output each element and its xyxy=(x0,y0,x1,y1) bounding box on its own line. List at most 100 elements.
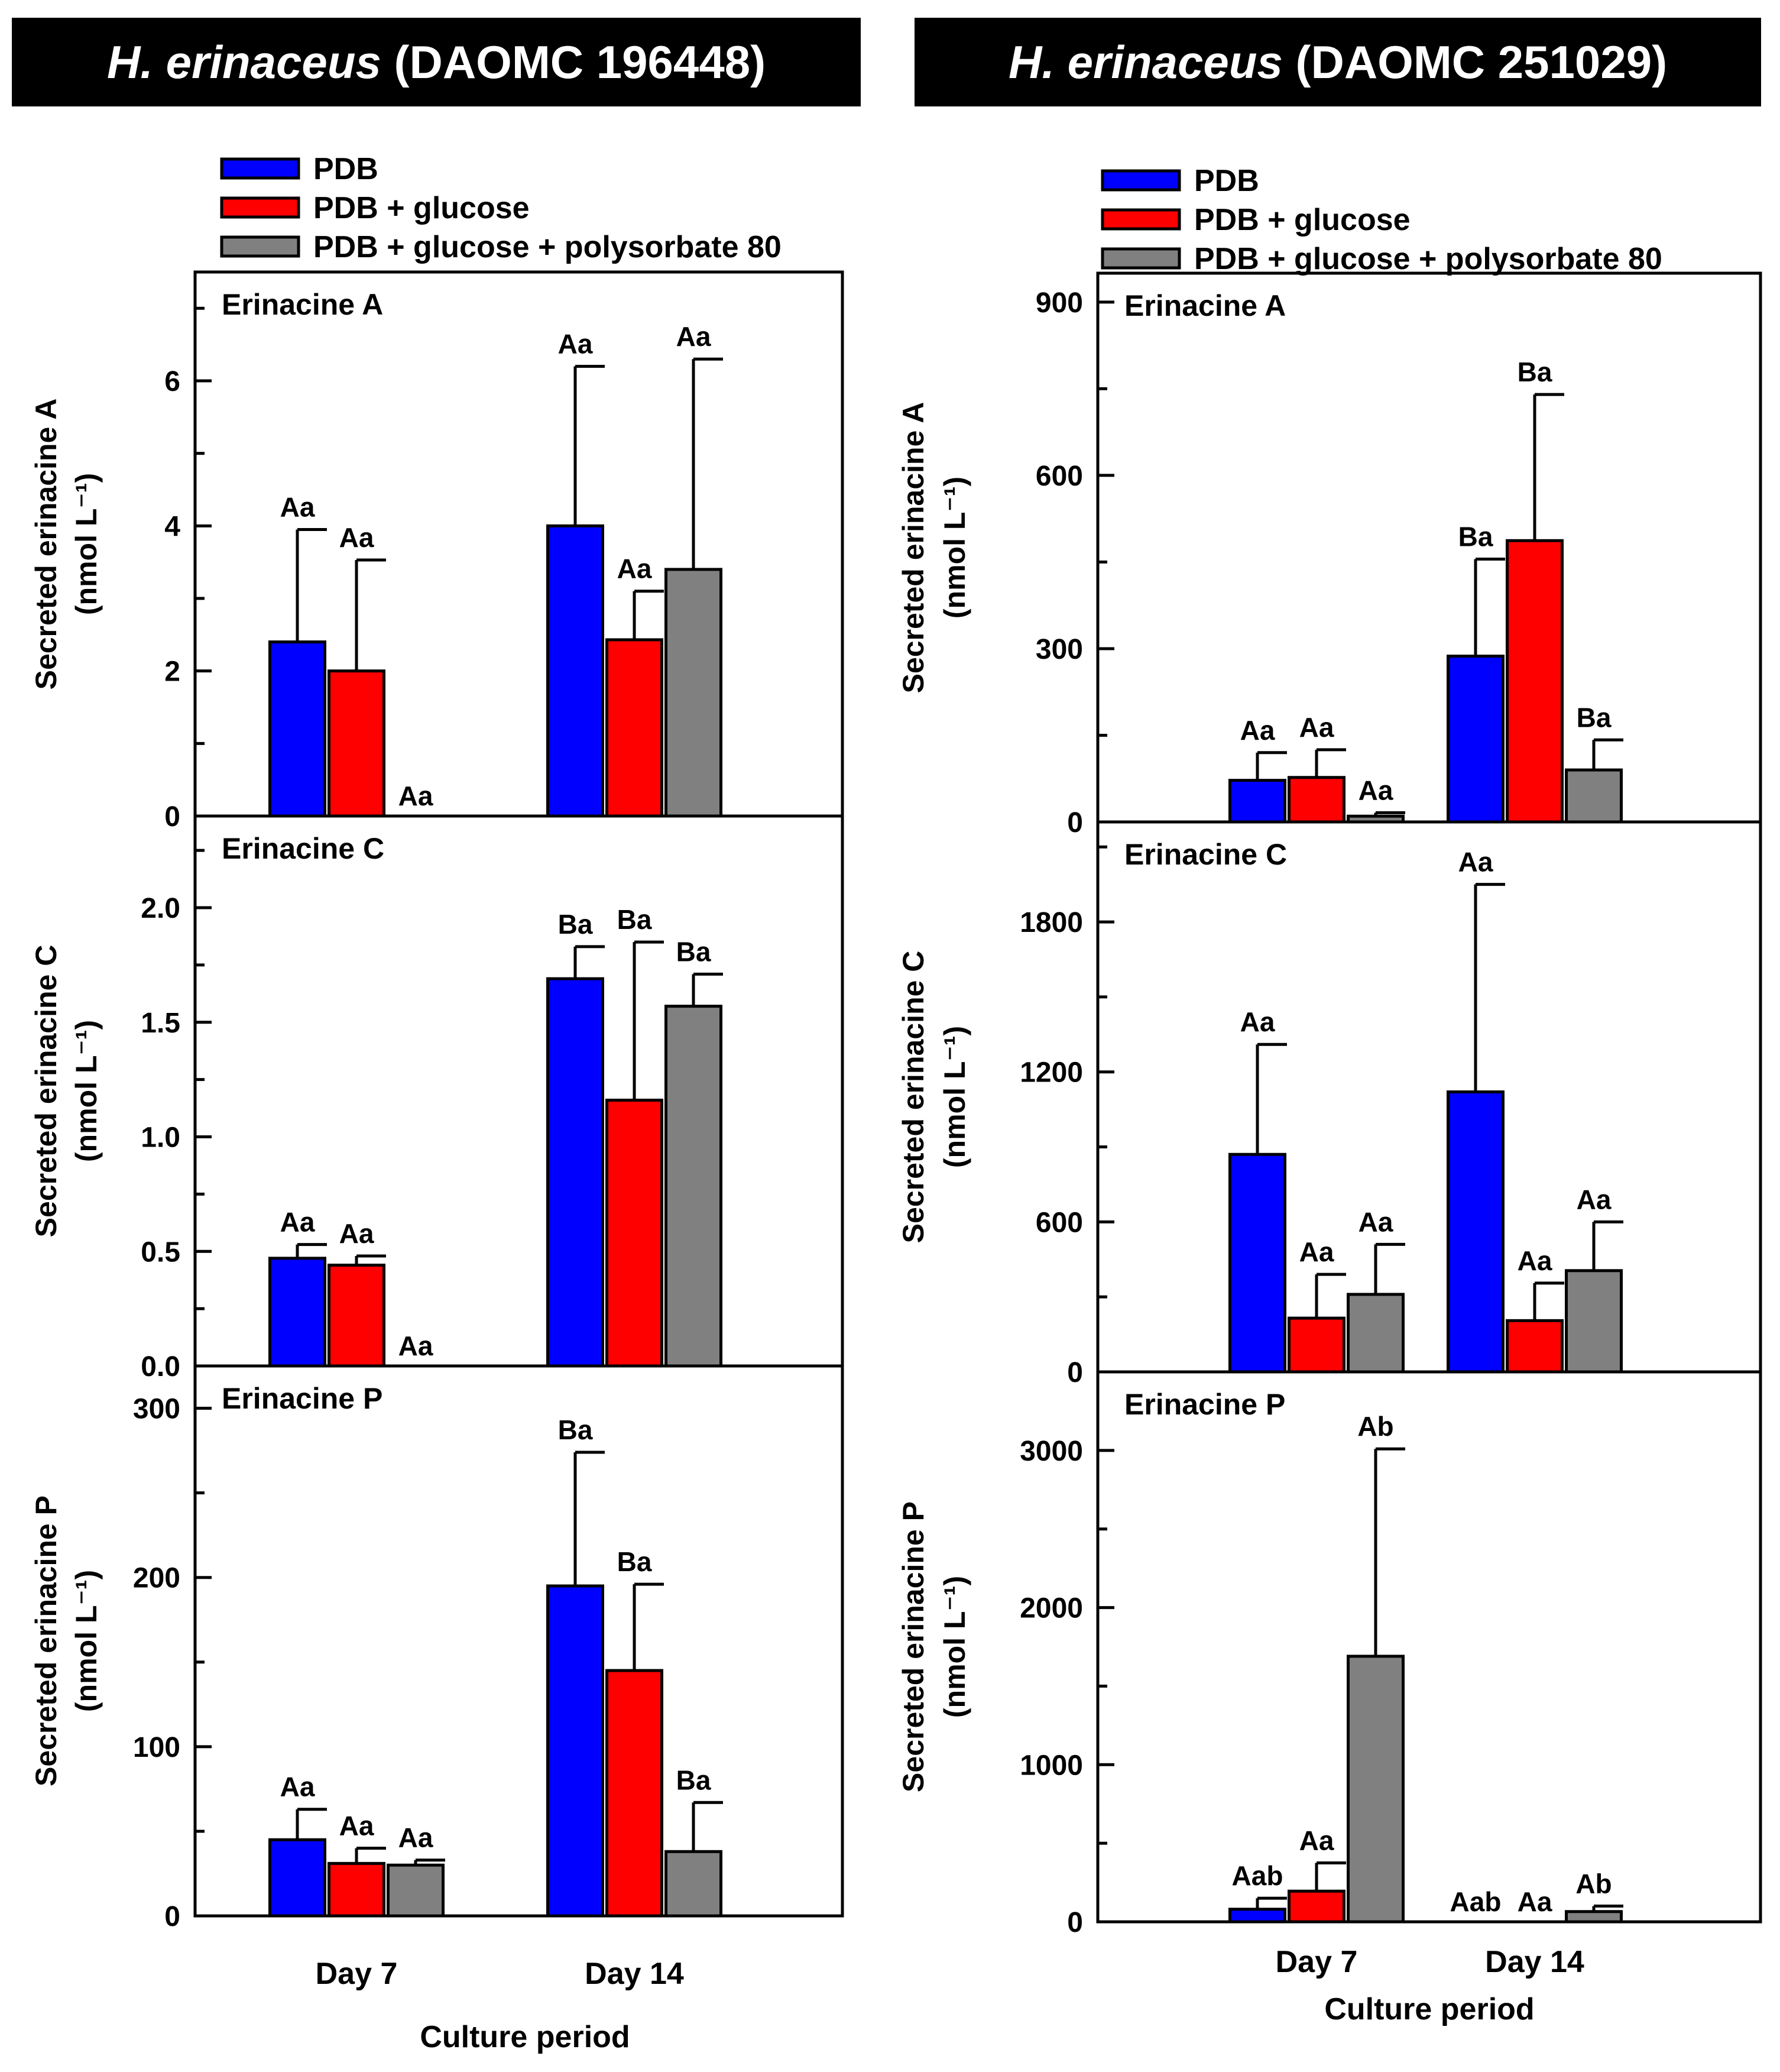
left-erinacine-a-ytick-label: 2 xyxy=(164,656,180,688)
right-erinacine-c-yunit: (nmol L⁻¹) xyxy=(938,1026,971,1168)
left-erinacine-p-panel-title: Erinacine P xyxy=(222,1382,382,1415)
right-erinacine-p-ytick-label: 1000 xyxy=(1020,1750,1083,1781)
left-erinacine-c-sig-label-0-1: Aa xyxy=(339,1218,374,1249)
right-erinacine-c-ytick-label: 1800 xyxy=(1020,907,1083,938)
right-erinacine-c-ylabel: Secreted erinacine C xyxy=(897,951,930,1244)
left-erinacine-a-ylabel: Secreted erinacine A xyxy=(30,399,63,690)
right-title-species: H. erinaceus xyxy=(1008,35,1283,88)
right-erinacine-p-sig-label-1-0: Aab xyxy=(1450,1886,1502,1917)
right-erinacine-c-sig-label-1-2: Aa xyxy=(1577,1184,1612,1215)
left-erinacine-p-sig-label-0-0: Aa xyxy=(280,1772,315,1802)
left-erinacine-a-sig-label-0-2: Aa xyxy=(398,781,433,811)
left-erinacine-p-ytick-label: 200 xyxy=(133,1563,180,1594)
right-erinacine-c-bar-0-2 xyxy=(1347,1293,1405,1374)
right-legend-label-2: PDB + glucose + polysorbate 80 xyxy=(1194,242,1662,276)
right-erinacine-c-bar-1-1 xyxy=(1506,1319,1564,1374)
left-legend-swatch-0 xyxy=(220,157,300,180)
right-title-strain: (DAOMC 251029) xyxy=(1282,35,1668,88)
right-erinacine-a-bar-0-1 xyxy=(1288,776,1345,824)
left-erinacine-c-sig-label-0-2: Aa xyxy=(398,1330,433,1361)
right-erinacine-c-sig-label-1-1: Aa xyxy=(1518,1245,1552,1276)
left-erinacine-a-sig-label-1-0: Aa xyxy=(558,328,593,359)
left-erinacine-a-sig-label-1-2: Aa xyxy=(676,321,711,352)
left-title-banner: H. erinaceus (DAOMC 196448) xyxy=(12,18,861,106)
left-erinacine-c-yunit: (nmol L⁻¹) xyxy=(70,1020,103,1162)
right-erinacine-a-bar-1-2 xyxy=(1565,768,1623,824)
left-erinacine-a-sig-label-0-0: Aa xyxy=(280,491,315,522)
right-erinacine-a-ytick-label: 900 xyxy=(1036,287,1083,319)
right-erinacine-c-sig-label-1-0: Aa xyxy=(1458,847,1493,878)
left-erinacine-c-ytick-label: 0.5 xyxy=(141,1236,180,1268)
right-erinacine-a-panel-title: Erinacine A xyxy=(1124,289,1286,322)
right-category-label-0: Day 7 xyxy=(1276,1945,1358,1979)
left-legend-label-0: PDB xyxy=(313,152,378,186)
left-erinacine-a-bar-1-2 xyxy=(664,568,722,818)
right-legend-swatch-2 xyxy=(1101,247,1181,270)
left-erinacine-a-ytick-label: 6 xyxy=(164,366,180,397)
left-erinacine-c-ylabel: Secreted erinacine C xyxy=(30,945,63,1238)
right-erinacine-c-ytick-label: 600 xyxy=(1036,1207,1083,1238)
right-erinacine-a-bar-1-1 xyxy=(1506,539,1564,824)
left-erinacine-p-bar-1-2 xyxy=(664,1850,722,1918)
left-erinacine-a-ytick-label: 4 xyxy=(164,511,180,542)
left-erinacine-c-bar-0-0 xyxy=(268,1257,326,1368)
right-erinacine-a-sig-label-1-1: Ba xyxy=(1518,357,1552,387)
left-erinacine-a-yunit: (nmol L⁻¹) xyxy=(70,473,103,615)
right-erinacine-p-ylabel: Secreted erinacine P xyxy=(897,1501,930,1792)
left-category-label-1: Day 14 xyxy=(585,1957,684,1991)
left-legend-label-1: PDB + glucose xyxy=(313,191,530,225)
left-erinacine-c-sig-label-0-0: Aa xyxy=(280,1207,315,1238)
right-erinacine-c-bar-1-0 xyxy=(1447,1090,1505,1374)
right-erinacine-p-frame xyxy=(1096,1370,1762,1924)
left-erinacine-c-sig-label-1-0: Ba xyxy=(558,909,593,940)
left-erinacine-p-yunit: (nmol L⁻¹) xyxy=(70,1570,103,1712)
left-category-label-0: Day 7 xyxy=(316,1957,398,1991)
right-erinacine-c-ytick-label: 1200 xyxy=(1020,1057,1083,1089)
right-erinacine-a-sig-label-0-2: Aa xyxy=(1358,775,1393,805)
right-erinacine-c-bar-0-1 xyxy=(1288,1316,1345,1374)
left-erinacine-a-bar-0-1 xyxy=(328,669,385,818)
left-erinacine-c-panel-title: Erinacine C xyxy=(222,832,384,865)
right-legend-swatch-1 xyxy=(1101,208,1181,231)
left-erinacine-c-sig-label-1-2: Ba xyxy=(676,936,711,967)
left-erinacine-p-bar-0-0 xyxy=(268,1838,326,1918)
right-erinacine-c-ytick-label: 0 xyxy=(1067,1357,1083,1388)
right-erinacine-c-panel-title: Erinacine C xyxy=(1124,838,1287,871)
right-category-label-1: Day 14 xyxy=(1485,1945,1584,1979)
right-erinacine-p-sig-label-0-2: Ab xyxy=(1357,1411,1393,1442)
right-legend-label-1: PDB + glucose xyxy=(1194,203,1411,237)
right-erinacine-p-ytick-label: 2000 xyxy=(1020,1593,1083,1624)
right-erinacine-a-yunit: (nmol L⁻¹) xyxy=(938,477,971,619)
right-erinacine-c-sig-label-0-0: Aa xyxy=(1240,1006,1275,1037)
left-erinacine-p-bar-0-2 xyxy=(387,1863,445,1918)
left-erinacine-p-ytick-label: 300 xyxy=(133,1394,180,1425)
right-erinacine-p-bar-0-1 xyxy=(1288,1889,1345,1924)
left-erinacine-c-bar-0-1 xyxy=(328,1264,385,1368)
left-erinacine-p-ytick-label: 0 xyxy=(164,1901,180,1932)
right-erinacine-p-sig-label-1-2: Ab xyxy=(1575,1868,1612,1899)
right-erinacine-p-bar-1-2 xyxy=(1565,1910,1623,1924)
left-erinacine-p-sig-label-1-0: Ba xyxy=(558,1414,593,1445)
right-erinacine-a-ytick-label: 0 xyxy=(1067,807,1083,838)
left-erinacine-p-sig-label-1-2: Ba xyxy=(676,1765,711,1795)
left-erinacine-p-sig-label-0-2: Aa xyxy=(398,1822,433,1853)
right-erinacine-p-ytick-label: 0 xyxy=(1067,1907,1083,1938)
left-xlabel: Culture period xyxy=(420,2020,630,2054)
left-erinacine-a-bar-1-1 xyxy=(605,638,663,818)
left-erinacine-c-bar-1-2 xyxy=(664,1005,722,1368)
left-erinacine-a-sig-label-0-1: Aa xyxy=(339,522,374,553)
right-erinacine-c-sig-label-0-2: Aa xyxy=(1358,1206,1393,1237)
left-erinacine-p-bar-1-0 xyxy=(546,1584,604,1918)
right-erinacine-p-bar-0-2 xyxy=(1347,1655,1405,1924)
left-erinacine-c-ytick-label: 1.5 xyxy=(141,1008,180,1039)
left-erinacine-c-ytick-label: 0.0 xyxy=(141,1351,180,1383)
right-erinacine-a-sig-label-0-1: Aa xyxy=(1299,712,1334,743)
left-erinacine-p-sig-label-1-1: Ba xyxy=(617,1546,652,1577)
right-erinacine-a-ytick-label: 300 xyxy=(1036,634,1083,665)
right-erinacine-p-bar-0-0 xyxy=(1228,1908,1286,1924)
left-erinacine-p-frame xyxy=(193,1364,844,1918)
left-erinacine-p-ytick-label: 100 xyxy=(133,1732,180,1763)
left-erinacine-a-panel-title: Erinacine A xyxy=(222,288,383,321)
right-erinacine-c-sig-label-0-1: Aa xyxy=(1299,1236,1334,1267)
